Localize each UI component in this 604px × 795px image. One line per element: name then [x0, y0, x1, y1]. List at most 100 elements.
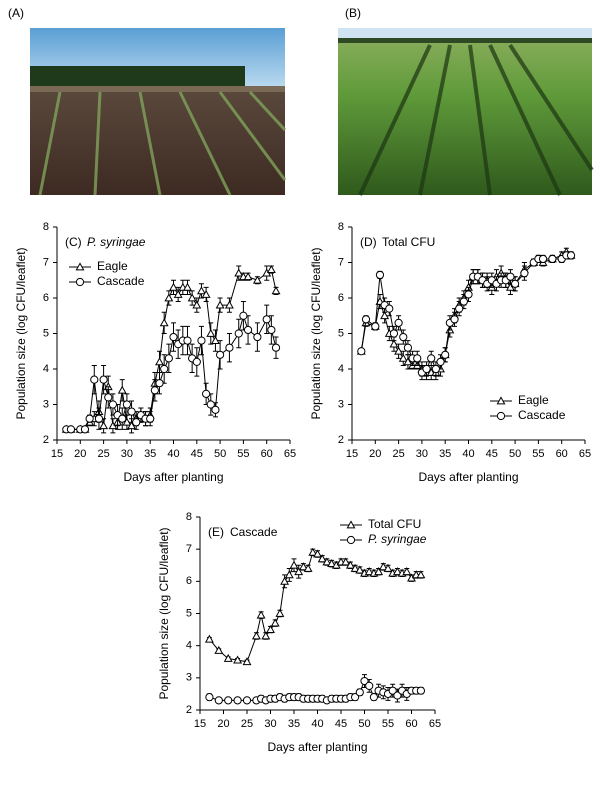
marker [520, 269, 529, 278]
x-axis-label: Days after planting [267, 740, 367, 754]
marker [146, 414, 155, 423]
chart-title: Total CFU [382, 235, 435, 249]
marker [127, 407, 136, 416]
marker [294, 567, 304, 576]
x-tick-label: 50 [358, 718, 370, 730]
marker [90, 375, 99, 384]
marker [169, 282, 178, 291]
chart-title: Cascade [230, 525, 278, 539]
marker [261, 631, 271, 640]
marker [173, 289, 183, 298]
x-tick-label: 30 [121, 448, 133, 460]
marker [243, 272, 253, 281]
marker [360, 676, 369, 686]
marker [206, 328, 216, 337]
marker [374, 567, 384, 576]
marker [108, 400, 118, 409]
marker [392, 567, 402, 576]
x-tick-label: 20 [369, 448, 381, 460]
marker [394, 318, 403, 327]
x-tick-label: 15 [346, 448, 358, 460]
marker [441, 350, 450, 359]
marker [427, 354, 436, 363]
marker [341, 557, 351, 566]
y-tick-label: 4 [338, 363, 344, 375]
marker [234, 268, 244, 277]
y-tick-label: 6 [186, 575, 192, 587]
x-tick-label: 45 [335, 718, 347, 730]
photo-label: (B) [345, 6, 361, 20]
marker [252, 275, 262, 284]
marker [159, 318, 169, 327]
marker [383, 563, 393, 572]
marker [164, 293, 174, 302]
x-axis-label: Days after planting [418, 470, 518, 484]
marker [389, 339, 399, 348]
marker [211, 405, 220, 414]
y-tick-label: 5 [43, 327, 49, 339]
marker [450, 315, 459, 324]
marker [224, 696, 233, 705]
marker [422, 364, 431, 374]
legend-marker [496, 411, 506, 421]
marker [399, 332, 408, 342]
marker [223, 653, 233, 662]
x-tick-label: 50 [214, 448, 226, 460]
marker [403, 357, 413, 366]
marker [361, 315, 371, 324]
marker [375, 270, 385, 280]
y-tick-label: 8 [186, 511, 192, 523]
marker [284, 570, 294, 579]
marker [210, 335, 220, 344]
panel-label: (D) [360, 235, 377, 249]
y-tick-label: 5 [186, 607, 192, 619]
y-tick-label: 5 [338, 327, 344, 339]
marker [215, 300, 225, 309]
y-tick-label: 2 [338, 434, 344, 446]
marker [94, 414, 104, 423]
y-tick-label: 7 [186, 543, 192, 555]
marker [216, 350, 225, 359]
marker [389, 329, 399, 338]
marker [270, 618, 280, 627]
marker [266, 624, 275, 633]
x-tick-label: 25 [97, 448, 109, 460]
marker [313, 549, 322, 558]
marker [192, 357, 201, 366]
marker [243, 325, 253, 335]
marker [214, 645, 224, 654]
marker [388, 686, 397, 695]
marker [117, 385, 127, 394]
marker [413, 354, 422, 363]
marker [234, 329, 243, 338]
y-tick-label: 7 [43, 256, 49, 268]
marker [364, 567, 374, 576]
marker [303, 563, 313, 572]
photo-label: (A) [8, 6, 24, 20]
y-tick-label: 8 [338, 221, 344, 233]
y-tick-label: 2 [43, 434, 49, 446]
y-tick-label: 3 [186, 672, 192, 684]
marker [99, 375, 108, 384]
y-tick-label: 3 [338, 398, 344, 410]
marker [538, 254, 548, 264]
marker [204, 634, 214, 643]
legend-marker [346, 520, 356, 529]
legend-marker [75, 262, 85, 271]
marker [464, 290, 473, 299]
marker [192, 300, 202, 309]
marker [253, 332, 262, 342]
marker [267, 325, 276, 335]
x-tick-label: 45 [486, 448, 498, 460]
marker [289, 560, 299, 569]
x-tick-label: 55 [532, 448, 544, 460]
photo-b [338, 28, 594, 196]
legend-label: Total CFU [368, 517, 421, 531]
marker [224, 300, 234, 309]
marker [164, 354, 173, 363]
y-axis-label: Population size (log CFU/leaflet) [14, 247, 28, 419]
